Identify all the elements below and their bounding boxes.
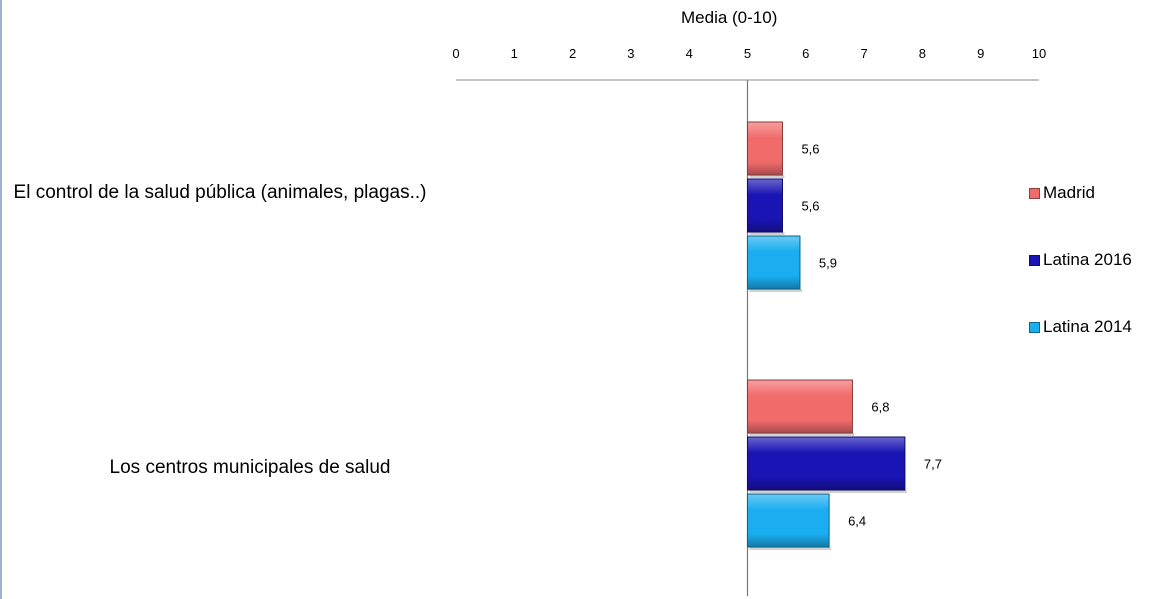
- x-tick-label: 1: [511, 46, 518, 61]
- data-label: 5,6: [801, 142, 819, 157]
- legend-item-latina-2016: Latina 2016: [1029, 250, 1132, 270]
- category-label-centros-municipales: Los centros municipales de salud: [109, 457, 391, 478]
- x-tick-label: 2: [569, 46, 576, 61]
- bar-shadow: [749, 490, 907, 493]
- x-tick-label: 10: [1032, 46, 1046, 61]
- x-axis-title: Media (0-10): [681, 8, 778, 27]
- legend-swatch: [1029, 187, 1040, 199]
- bar-shadow: [749, 433, 855, 436]
- x-tick-label: 3: [627, 46, 634, 61]
- x-tick-label: 7: [860, 46, 867, 61]
- x-tick-label: 5: [744, 46, 751, 61]
- legend-item-madrid: Madrid: [1029, 183, 1095, 203]
- bar-shadow: [749, 547, 832, 550]
- data-label: 6,8: [871, 400, 889, 415]
- legend-label: Latina 2014: [1043, 317, 1132, 336]
- legend-item-latina-2014: Latina 2014: [1029, 317, 1132, 337]
- legend-label: Madrid: [1043, 183, 1095, 202]
- bar-shadow: [749, 289, 802, 292]
- bar-latina-2016: [747, 436, 906, 491]
- bar-latina-2016: [747, 178, 783, 233]
- data-label: 6,4: [848, 514, 866, 529]
- x-tick-label: 4: [686, 46, 693, 61]
- legend-label: Latina 2016: [1043, 250, 1132, 269]
- x-tick-label: 0: [452, 46, 459, 61]
- data-label: 5,6: [801, 199, 819, 214]
- data-label: 5,9: [819, 256, 837, 271]
- x-tick-label: 6: [802, 46, 809, 61]
- category-label-salud-publica: El control de la salud pública (animales…: [13, 182, 427, 203]
- x-tick-label: 9: [977, 46, 984, 61]
- legend-swatch: [1029, 321, 1040, 333]
- bar-latina-2014: [747, 493, 830, 548]
- x-tick-label: 8: [919, 46, 926, 61]
- legend-swatch: [1029, 254, 1040, 266]
- bar-shadow: [749, 175, 785, 178]
- frame-edge: [0, 0, 2, 599]
- data-label: 7,7: [924, 457, 942, 472]
- bar-latina-2014: [747, 235, 801, 290]
- bar-madrid: [747, 121, 783, 176]
- bar-madrid: [747, 379, 853, 434]
- bar-shadow: [749, 232, 785, 235]
